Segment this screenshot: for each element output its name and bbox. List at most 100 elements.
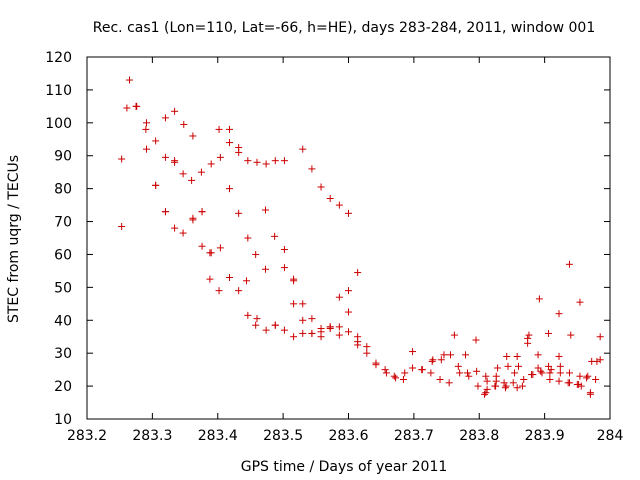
data-point bbox=[392, 374, 400, 382]
data-point bbox=[335, 201, 343, 209]
data-point bbox=[335, 331, 343, 339]
data-point bbox=[189, 216, 197, 224]
data-point bbox=[573, 380, 581, 388]
data-point bbox=[440, 351, 448, 359]
data-point bbox=[472, 336, 480, 344]
data-point bbox=[161, 114, 169, 122]
data-point bbox=[354, 269, 362, 277]
data-point bbox=[363, 343, 371, 351]
data-point bbox=[545, 329, 553, 337]
data-point bbox=[586, 390, 594, 398]
data-point bbox=[428, 357, 436, 365]
data-point bbox=[534, 351, 542, 359]
data-point bbox=[492, 377, 500, 385]
data-point bbox=[189, 132, 197, 140]
data-point bbox=[244, 311, 252, 319]
x-tick-label: 283.6 bbox=[328, 428, 368, 444]
data-point bbox=[326, 323, 334, 331]
data-point bbox=[534, 364, 542, 372]
data-point bbox=[494, 364, 502, 372]
data-point bbox=[317, 325, 325, 332]
data-point bbox=[480, 390, 488, 398]
data-point bbox=[513, 384, 521, 392]
data-point bbox=[261, 265, 269, 273]
data-point bbox=[118, 155, 126, 163]
y-axis: 10 20 30 40 50 60 70 80 90 100 110 120 bbox=[45, 50, 610, 428]
data-point bbox=[142, 125, 150, 133]
data-point bbox=[399, 376, 407, 384]
data-point bbox=[596, 356, 604, 364]
data-point bbox=[244, 157, 252, 165]
data-point bbox=[345, 308, 352, 316]
data-point bbox=[271, 232, 279, 240]
data-point bbox=[335, 323, 343, 331]
y-tick-label: 110 bbox=[45, 83, 72, 99]
y-tick-label: 10 bbox=[54, 412, 72, 428]
data-point bbox=[125, 76, 133, 84]
data-point bbox=[280, 157, 288, 165]
x-axis-label: GPS time / Days of year 2011 bbox=[241, 459, 448, 475]
data-point bbox=[538, 369, 546, 377]
x-tick-label: 283.3 bbox=[132, 428, 172, 444]
data-point bbox=[372, 359, 380, 367]
y-tick-label: 20 bbox=[54, 379, 72, 395]
data-point bbox=[565, 369, 573, 377]
data-point bbox=[409, 348, 417, 356]
x-tick-label: 283.4 bbox=[198, 428, 238, 444]
data-point bbox=[483, 377, 491, 385]
data-point bbox=[243, 277, 251, 285]
data-point bbox=[142, 145, 150, 153]
data-point bbox=[514, 362, 522, 370]
data-point bbox=[409, 364, 417, 372]
data-point bbox=[299, 145, 307, 153]
data-point bbox=[436, 376, 444, 384]
y-tick-label: 30 bbox=[54, 346, 72, 362]
data-point bbox=[290, 333, 298, 341]
y-tick-label: 90 bbox=[54, 149, 72, 165]
data-point bbox=[513, 352, 521, 360]
data-point bbox=[133, 102, 141, 110]
data-point bbox=[152, 137, 160, 145]
data-point bbox=[161, 208, 169, 216]
data-point bbox=[335, 293, 343, 301]
data-point bbox=[528, 371, 536, 379]
data-point bbox=[215, 287, 223, 295]
data-point bbox=[252, 321, 260, 329]
data-point bbox=[299, 329, 307, 337]
y-tick-label: 40 bbox=[54, 313, 72, 329]
data-point bbox=[345, 209, 352, 217]
data-point bbox=[577, 382, 585, 390]
data-point bbox=[244, 234, 252, 242]
data-point bbox=[555, 310, 563, 318]
data-point bbox=[262, 160, 270, 168]
data-point bbox=[207, 249, 215, 257]
data-point bbox=[271, 321, 279, 329]
data-point bbox=[345, 328, 352, 336]
data-point bbox=[556, 369, 564, 377]
data-point bbox=[252, 250, 260, 258]
data-point bbox=[483, 385, 491, 393]
x-tick-label: 284 bbox=[597, 428, 624, 444]
data-point bbox=[584, 372, 592, 380]
y-tick-label: 70 bbox=[54, 215, 72, 231]
data-point bbox=[565, 379, 573, 387]
data-point bbox=[546, 369, 554, 377]
data-point bbox=[474, 382, 482, 390]
data-point bbox=[290, 300, 298, 308]
x-tick-label: 283.5 bbox=[263, 428, 303, 444]
data-point bbox=[524, 334, 532, 342]
data-point bbox=[262, 326, 270, 334]
x-tick-label: 283.8 bbox=[459, 428, 499, 444]
y-tick-label: 120 bbox=[45, 50, 72, 66]
data-point bbox=[582, 374, 590, 382]
data-point bbox=[226, 139, 234, 147]
data-point bbox=[518, 382, 526, 390]
data-point bbox=[454, 362, 462, 370]
data-point bbox=[511, 369, 519, 377]
y-tick-label: 100 bbox=[45, 116, 72, 132]
data-point bbox=[198, 242, 206, 250]
data-point bbox=[504, 362, 512, 370]
data-point bbox=[418, 366, 426, 374]
data-point bbox=[588, 357, 596, 365]
